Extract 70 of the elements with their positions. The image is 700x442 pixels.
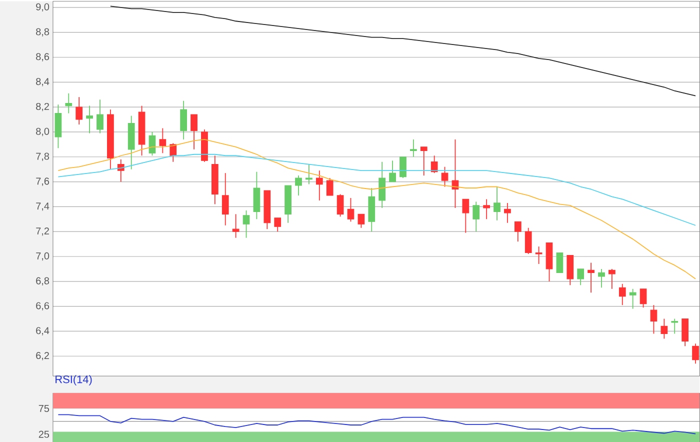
candlestick — [326, 177, 334, 196]
y-tick-label: 6,4 — [36, 326, 50, 336]
candlestick — [190, 114, 198, 150]
candlestick — [253, 171, 260, 220]
candlestick — [159, 128, 166, 154]
candlestick — [608, 268, 616, 290]
candlestick — [660, 318, 668, 340]
candlestick — [378, 161, 386, 208]
candlestick — [420, 146, 428, 176]
candlestick — [336, 194, 344, 217]
candlestick — [524, 227, 532, 254]
y-tick-label: 75 — [38, 404, 50, 412]
candlestick — [556, 252, 564, 273]
candlestick — [598, 268, 605, 288]
candlestick — [295, 174, 302, 196]
candlestick — [306, 164, 312, 185]
y-tick-label: 8,0 — [36, 128, 50, 136]
candlestick — [577, 268, 584, 286]
y-tick-label: 7,6 — [36, 178, 50, 186]
y-tick-label: 25 — [38, 430, 50, 438]
candlestick — [640, 288, 647, 308]
candlestick — [682, 318, 689, 346]
candlestick — [180, 100, 188, 140]
candlestick — [400, 156, 406, 178]
candlestick — [618, 283, 626, 306]
y-tick-label: 8,4 — [36, 78, 50, 86]
candlestick — [441, 166, 448, 188]
y-tick-label: 6,8 — [36, 277, 50, 286]
candlestick — [347, 197, 354, 222]
candlestick — [650, 304, 658, 334]
candlestick — [462, 198, 470, 234]
candlestick — [410, 138, 417, 158]
candlestick — [671, 318, 678, 334]
candlestick — [86, 105, 93, 134]
y-tick-label: 9,0 — [36, 3, 50, 12]
y-tick-label: 7,2 — [36, 227, 49, 236]
y-tick-label: 8,2 — [36, 102, 49, 112]
candlestick — [170, 142, 177, 162]
candlestick — [389, 160, 396, 182]
candlestick — [514, 221, 522, 242]
candlestick — [472, 201, 480, 232]
candlestick — [430, 155, 438, 174]
candlestick — [504, 202, 511, 224]
y-tick-label: 8,6 — [36, 53, 50, 62]
candlestick — [54, 104, 62, 148]
y-tick-label: 7,8 — [36, 152, 50, 161]
chart-title: RSI(14) — [56, 375, 92, 386]
candlestick — [692, 343, 699, 364]
candlestick — [566, 254, 574, 286]
candlestick — [483, 198, 490, 220]
candlestick — [76, 96, 83, 125]
y-tick-label: 7,0 — [36, 252, 50, 261]
candlestick — [232, 214, 240, 238]
y-tick-label: 8,8 — [36, 28, 50, 36]
candlestick — [96, 99, 104, 134]
candlestick — [242, 210, 250, 238]
candlestick — [316, 170, 323, 201]
y-tick-label: 7,4 — [36, 202, 50, 211]
candlestick — [117, 158, 124, 182]
candlestick — [148, 131, 156, 156]
candlestick — [494, 186, 500, 221]
candlestick — [65, 92, 72, 114]
candlestick — [358, 214, 365, 228]
y-tick-label: 6,2 — [36, 352, 49, 360]
y-tick-label: 6,6 — [36, 302, 50, 310]
candlestick — [535, 246, 542, 264]
candlestick — [588, 262, 594, 293]
candlestick — [274, 217, 282, 232]
candlestick — [629, 288, 636, 310]
candlestick — [222, 172, 229, 226]
